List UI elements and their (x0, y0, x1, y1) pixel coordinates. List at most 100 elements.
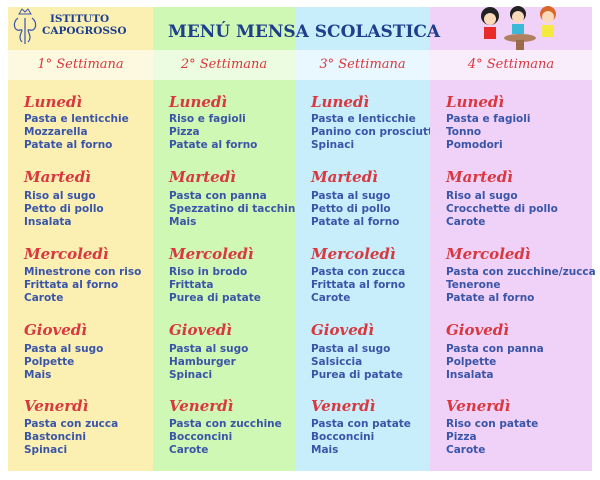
day-name: Lunedì (446, 93, 505, 111)
menu-item: Carote (169, 443, 209, 456)
menu-item: Carote (446, 215, 486, 228)
day-name: Lunedì (169, 93, 228, 111)
menu-item: Pizza (169, 125, 200, 138)
day-menu: Pasta con panna Polpette Insalata (446, 343, 544, 381)
day-name: Mercoledì (24, 245, 109, 263)
menu-item: Riso al sugo (446, 190, 518, 202)
day-name: Venerdì (24, 397, 89, 415)
day-menu: Riso al sugo Petto di pollo Insalata (24, 190, 104, 228)
children-eating-illustration (481, 6, 556, 50)
day-menu: Pasta con zucchine/zucca Tenerone Patate a… (446, 266, 596, 304)
menu-item: Pasta e lenticchie (311, 113, 416, 125)
menu-item: Pasta con patate (311, 418, 411, 430)
menu-item: Carote (311, 291, 351, 304)
menu-item: Panino con prosciutto (311, 125, 441, 138)
menu-item: Riso e fagioli (169, 113, 246, 125)
day-name: Mercoledì (311, 245, 396, 263)
day-name: Giovedì (311, 321, 374, 339)
week-column-3: 3° Settimana Lunedì Pasta e lenticchie Pani… (295, 7, 440, 471)
menu-item: Pasta con panna (169, 190, 267, 202)
menu-item: Bocconcini (169, 430, 233, 443)
day-name: Venerdì (446, 397, 511, 415)
school-crest-logo (13, 8, 37, 44)
week-label: 1° Settimana (8, 50, 153, 80)
menu-item: Pasta e lenticchie (24, 113, 129, 125)
menu-item: Pizza (446, 430, 477, 443)
menu-item: Frittata al forno (311, 278, 406, 291)
menu-item: Petto di pollo (24, 202, 104, 215)
school-name: ISTITUTO CAPOGROSSO (42, 13, 127, 37)
menu-item: Mais (24, 368, 52, 381)
day-name: Lunedì (24, 93, 83, 111)
menu-item: Pomodori (446, 138, 503, 151)
day-name: Martedì (446, 168, 513, 186)
menu-item: Pasta con zucchine/zucca (446, 266, 596, 278)
menu-item: Patate al forno (24, 138, 113, 151)
menu-item: Pasta al sugo (169, 343, 249, 355)
day-name: Lunedì (311, 93, 370, 111)
day-menu: Pasta con zucca Bastoncini Spinaci (24, 418, 118, 456)
menu-item: Tenerone (446, 278, 501, 291)
day-menu: Riso in brodo Frittata Purea di patate (169, 266, 261, 304)
menu-item: Pasta con zucca (311, 266, 406, 278)
day-name: Venerdì (311, 397, 376, 415)
menu-item: Minestrone con riso (24, 266, 142, 278)
week-label: 4° Settimana (430, 50, 592, 80)
week-label: 3° Settimana (295, 50, 430, 80)
menu-item: Pasta con zucchine (169, 418, 282, 430)
menu-item: Mais (169, 215, 197, 228)
menu-item: Spinaci (169, 368, 213, 381)
day-name: Mercoledì (446, 245, 531, 263)
day-name: Martedì (311, 168, 378, 186)
day-menu: Riso e fagioli Pizza Patate al forno (169, 113, 257, 151)
day-name: Martedì (169, 168, 236, 186)
day-menu: Riso con patate Pizza Carote (446, 418, 538, 456)
menu-item: Insalata (24, 215, 72, 228)
day-menu: Pasta con patate Bocconcini Mais (311, 418, 411, 456)
menu-item: Bastoncini (24, 430, 86, 443)
day-menu: Pasta al sugo Salsiccia Purea di patate (311, 343, 403, 381)
day-name: Giovedì (24, 321, 87, 339)
day-menu: Pasta e lenticchie Mozzarella Patate al fo… (24, 113, 129, 151)
menu-item: Pasta al sugo (24, 343, 104, 355)
day-name: Mercoledì (169, 245, 254, 263)
menu-item: Spinaci (311, 138, 355, 151)
menu-item: Petto di pollo (311, 202, 391, 215)
menu-item: Carote (446, 443, 486, 456)
menu-item: Crocchette di pollo (446, 202, 558, 215)
day-menu: Pasta con zucca Frittata al forno Carote (311, 266, 405, 304)
menu-item: Pasta con panna (446, 343, 544, 355)
menu-item: Pasta al sugo (311, 190, 391, 202)
menu-item: Pasta al sugo (311, 343, 391, 355)
menu-item: Riso al sugo (24, 190, 96, 202)
week-column-1: 1° Settimana Lunedì Pasta e lenticchie Mozz… (8, 7, 153, 471)
menu-item: Mais (311, 443, 339, 456)
page-title: MENÚ MENSA SCOLASTICA (168, 22, 441, 42)
menu-item: Hamburger (169, 355, 236, 368)
day-menu: Pasta con zucchine Bocconcini Carote (169, 418, 282, 456)
menu-item: Patate al forno (446, 291, 535, 304)
week-column-4: 4° Settimana Lunedì Pasta e fagioli Tonno Po… (430, 7, 596, 471)
day-name: Martedì (24, 168, 91, 186)
menu-item: Salsiccia (311, 355, 363, 368)
day-menu: Minestrone con riso Frittata al forno Caro… (24, 266, 141, 304)
menu-item: Purea di patate (311, 368, 403, 381)
menu-item: Spezzatino di tacchino (169, 202, 303, 215)
menu-item: Purea di patate (169, 291, 261, 304)
menu-item: Polpette (446, 355, 497, 368)
day-menu: Pasta con panna Spezzatino di tacchino Mai… (169, 190, 303, 228)
menu-item: Insalata (446, 368, 494, 381)
menu-item: Frittata al forno (24, 278, 119, 291)
menu-item: Patate al forno (311, 215, 400, 228)
menu-item: Pasta e fagioli (446, 113, 531, 125)
menu-item: Riso in brodo (169, 266, 248, 278)
menu-item: Polpette (24, 355, 75, 368)
menu-item: Bocconcini (311, 430, 375, 443)
day-menu: Pasta e lenticchie Panino con prosciutto S… (311, 113, 440, 151)
day-name: Giovedì (169, 321, 232, 339)
day-name: Venerdì (169, 397, 234, 415)
menu-item: Carote (24, 291, 64, 304)
day-menu: Pasta al sugo Petto di pollo Patate al for… (311, 190, 399, 228)
day-menu: Pasta e fagioli Tonno Pomodori (446, 113, 530, 151)
week-column-2: 2° Settimana Lunedì Riso e fagioli Pizza Pat… (153, 7, 303, 471)
